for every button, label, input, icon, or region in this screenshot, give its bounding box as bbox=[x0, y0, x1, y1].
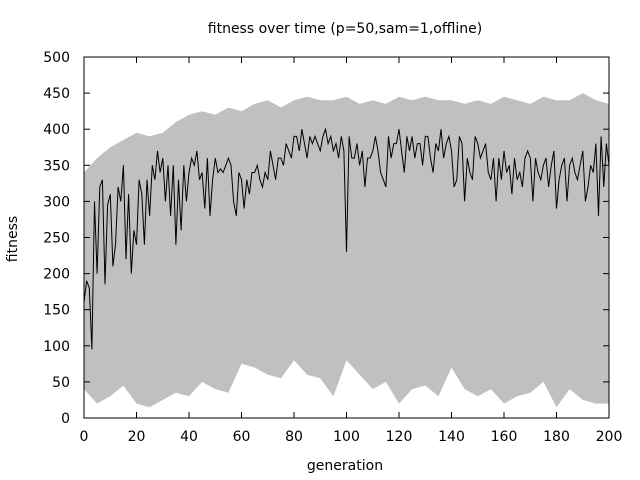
plot-area bbox=[83, 93, 610, 408]
y-axis-label: fitness bbox=[5, 216, 21, 262]
tick-labels: 0 20 40 60 80 100 120 140 160 180 200 0 50 100 150 200 2… bbox=[43, 50, 622, 445]
y-tick-label: 100 bbox=[43, 339, 70, 355]
x-tick-label: 20 bbox=[128, 429, 146, 445]
y-tick-label: 300 bbox=[43, 194, 70, 210]
x-tick-label: 140 bbox=[438, 429, 465, 445]
y-tick-label: 400 bbox=[43, 122, 70, 138]
x-tick-label: 100 bbox=[333, 429, 360, 445]
y-tick-label: 50 bbox=[52, 375, 70, 391]
y-tick-label: 350 bbox=[43, 158, 70, 174]
y-tick-label: 500 bbox=[43, 50, 70, 66]
tick-marks bbox=[83, 56, 610, 419]
y-tick-label: 200 bbox=[43, 267, 70, 283]
x-tick-label: 180 bbox=[543, 429, 570, 445]
x-axis-label: generation bbox=[307, 458, 383, 474]
x-tick-label: 120 bbox=[386, 429, 413, 445]
x-tick-label: 60 bbox=[233, 429, 251, 445]
y-tick-label: 450 bbox=[43, 86, 70, 102]
chart-title: fitness over time (p=50,sam=1,offline) bbox=[208, 21, 482, 37]
x-tick-label: 160 bbox=[491, 429, 518, 445]
fitness-series-line-0 bbox=[83, 127, 610, 350]
y-tick-label: 0 bbox=[61, 411, 70, 427]
x-tick-label: 40 bbox=[180, 429, 198, 445]
y-tick-label: 150 bbox=[43, 303, 70, 319]
y-tick-label: 250 bbox=[43, 231, 70, 247]
x-tick-label: 0 bbox=[80, 429, 89, 445]
x-tick-label: 200 bbox=[596, 429, 623, 445]
x-tick-label: 80 bbox=[285, 429, 303, 445]
